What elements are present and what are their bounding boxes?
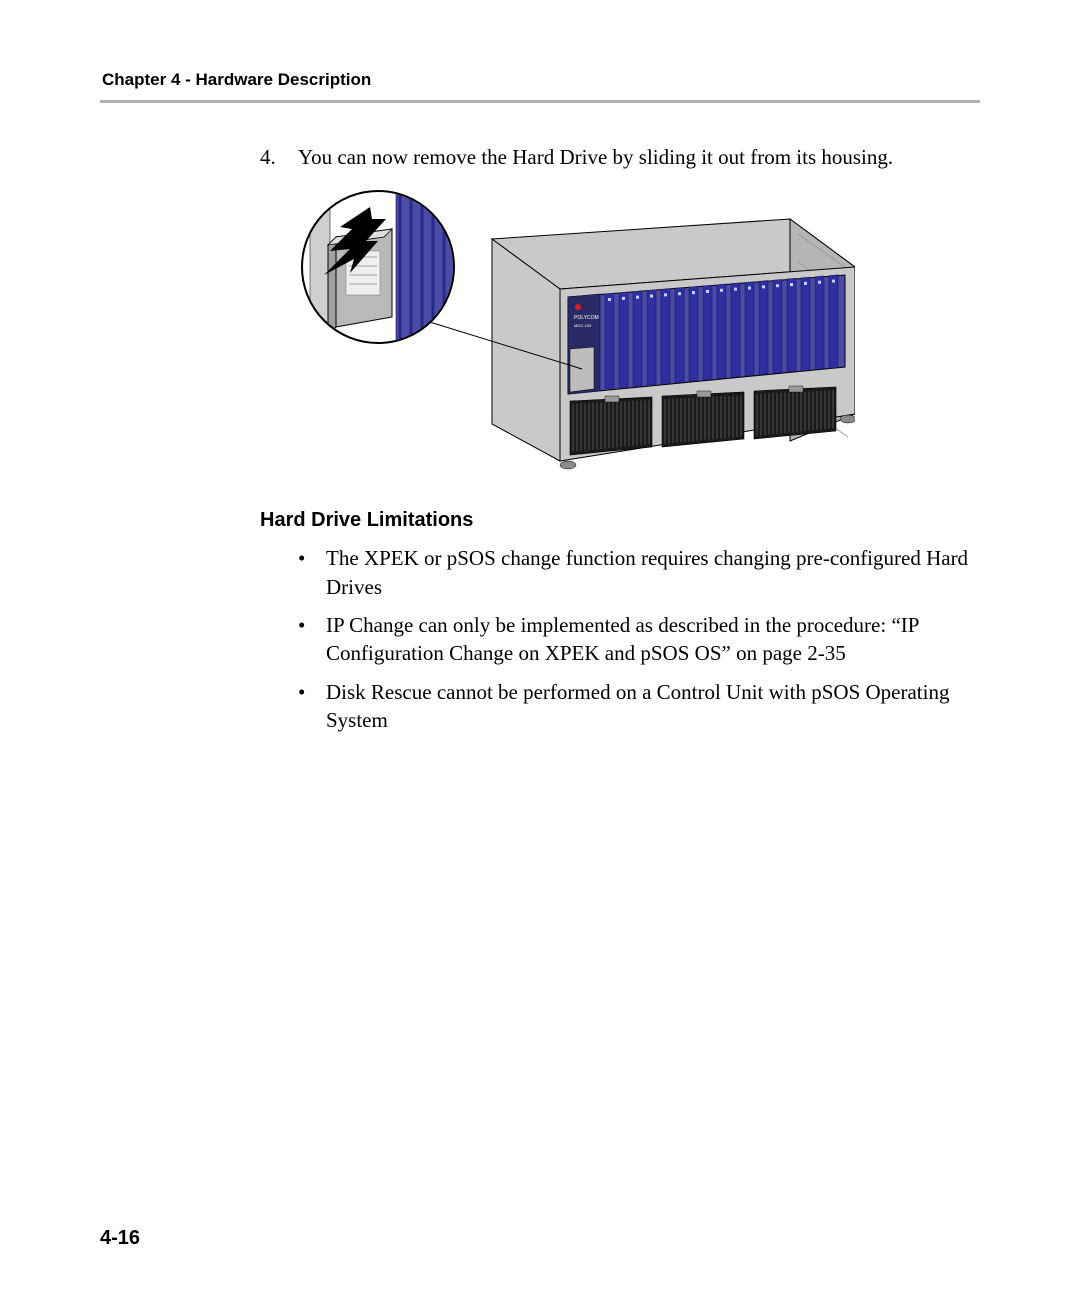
list-item: The XPEK or pSOS change function require… bbox=[298, 544, 980, 601]
svg-text:MGC-100: MGC-100 bbox=[574, 323, 592, 328]
page-number: 4-16 bbox=[100, 1227, 140, 1250]
subheading-hard-drive-limitations: Hard Drive Limitations bbox=[260, 509, 980, 532]
running-header: Chapter 4 - Hardware Description bbox=[102, 70, 980, 90]
step-text: You can now remove the Hard Drive by sli… bbox=[298, 143, 980, 171]
svg-text:POLYCOM: POLYCOM bbox=[574, 315, 599, 321]
list-item: IP Change can only be implemented as des… bbox=[298, 611, 980, 668]
limitations-list: The XPEK or pSOS change function require… bbox=[298, 544, 980, 734]
list-item: Disk Rescue cannot be performed on a Con… bbox=[298, 678, 980, 735]
step-number: 4. bbox=[260, 143, 298, 171]
hard-drive-figure: POLYCOM MGC-100 bbox=[300, 189, 980, 479]
header-rule bbox=[100, 100, 980, 103]
step-4: 4. You can now remove the Hard Drive by … bbox=[260, 143, 980, 171]
